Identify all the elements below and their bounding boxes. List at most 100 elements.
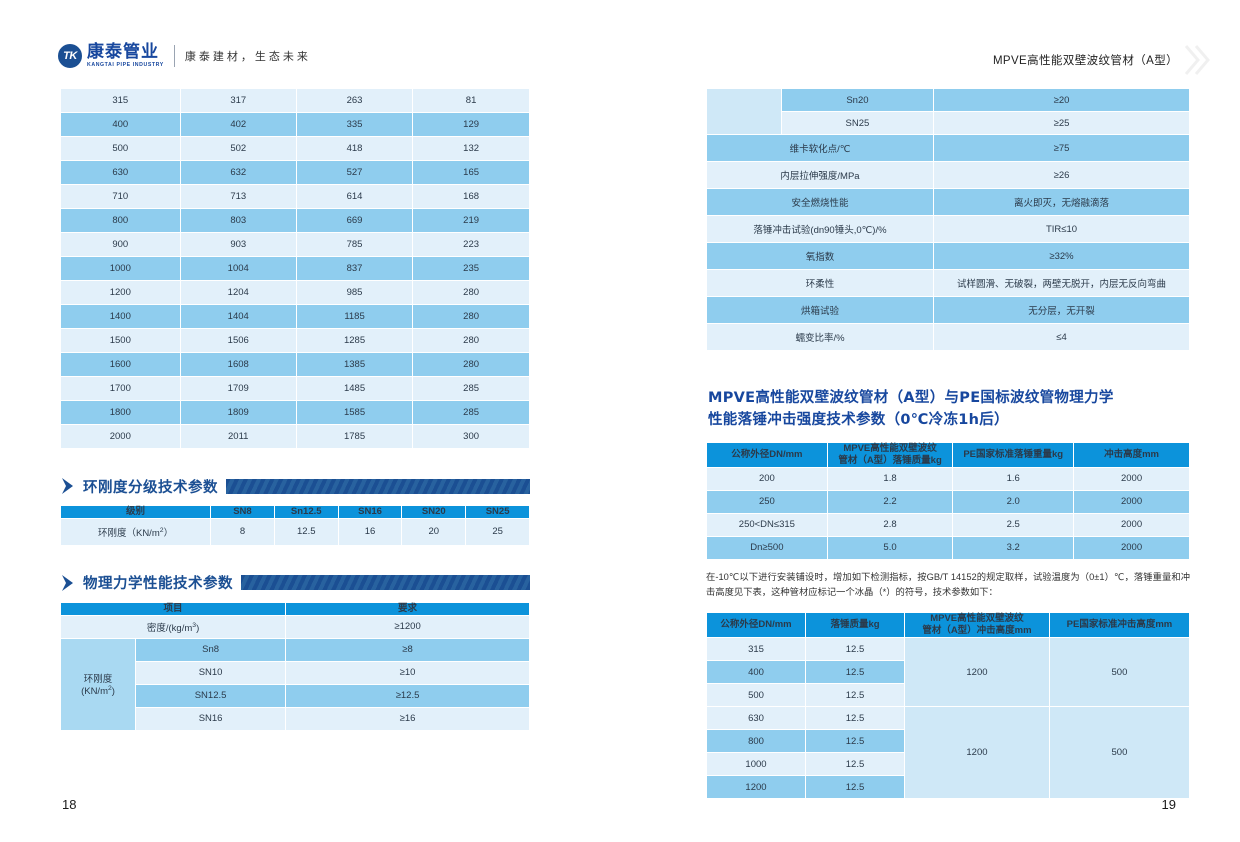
spec-cell: 285 (412, 376, 530, 401)
table-row: 315 317 263 81 (60, 88, 530, 113)
weight-cell: 12.5 (805, 775, 905, 800)
table-row: 维卡软化点/℃ ≥75 (706, 134, 1190, 162)
diameter-cell: 315 (706, 637, 806, 662)
impact-cell: 2000 (1073, 535, 1190, 560)
table-row: SN25 ≥25 (706, 111, 1190, 135)
spec-cell: 263 (295, 88, 414, 113)
spec-cell: 1709 (179, 376, 297, 401)
diameter-cell: 800 (706, 729, 806, 754)
spec-cell: 280 (412, 280, 530, 305)
property-label: 烘箱试验 (706, 296, 934, 324)
pe-height-cell: 500 (1048, 706, 1191, 800)
table-row: 500 502 418 132 (60, 136, 530, 161)
table-row: Dn≥500 5.0 3.2 2000 (706, 535, 1190, 560)
spec-cell: 402 (179, 112, 297, 137)
spec-cell: 900 (60, 232, 181, 257)
impact-cell: 2.8 (826, 512, 954, 537)
table-row: 630 632 527 165 (60, 160, 530, 185)
impact-cell: 3.2 (952, 535, 1075, 560)
weight-cell: 12.5 (805, 660, 905, 685)
property-label: 环柔性 (706, 269, 934, 297)
section-decor-bar (241, 575, 530, 591)
impact-cell: 200 (706, 466, 828, 491)
section-decor-bar (226, 478, 530, 494)
section-heading-impact: MPVE高性能双壁波纹管材（A型）与PE国标波纹管物理力学 性能落锤冲击强度技术… (708, 387, 1190, 432)
property-value: ≥26 (933, 161, 1190, 189)
spec-cell: 235 (412, 256, 530, 281)
table-row: Sn20 ≥20 (706, 88, 1190, 135)
col-header-1: MPVE高性能双壁波纹 管材（A型）落锤质量kg (826, 441, 954, 468)
spec-cell: 1485 (295, 376, 414, 401)
property-value: 无分层，无开裂 (933, 296, 1190, 324)
spec-cell: 1785 (295, 424, 414, 449)
spec-cell: 500 (60, 136, 181, 161)
weight-cell: 12.5 (805, 706, 905, 731)
grade-label: SN16 (135, 706, 287, 731)
impact-cell: Dn≥500 (706, 535, 828, 560)
impact-cell: 1.8 (826, 466, 954, 491)
density-value: ≥1200 (285, 614, 530, 639)
pipe-specification-table: 315 317 263 81 400 402 335 129 500 502 418 132 630 63… (60, 88, 530, 449)
spec-cell: 630 (60, 160, 181, 185)
property-label: 内层拉伸强度/MPa (706, 161, 934, 189)
table-row: 环刚度 (KN/m2) Sn8 ≥8 (59, 637, 530, 731)
col-header-0: 公称外径DN/mm (706, 441, 828, 468)
spec-cell: 317 (179, 88, 297, 113)
impact-cell: 2000 (1073, 466, 1190, 491)
property-label: 维卡软化点/℃ (706, 134, 934, 162)
logo-mark-icon: TK (58, 44, 82, 69)
impact-height-cell: 1200 (904, 706, 1050, 800)
impact-height-cell: 1200 (904, 637, 1050, 708)
grade-requirement: ≥16 (285, 706, 530, 731)
heading-line-2: 性能落锤冲击强度技术参数（0℃冷冻1h后） (708, 412, 1009, 429)
pe-height-cell: 500 (1048, 637, 1191, 708)
company-slogan: 康泰建材，生态未来 (184, 51, 311, 64)
spec-cell: 985 (295, 280, 414, 305)
property-label: Sn20 (780, 88, 935, 112)
physical-mechanical-properties-table: Sn20 ≥20 SN25 ≥25 维卡软化点/℃ ≥75 内层拉伸强度/MPa ≥26 安全燃… (706, 88, 1190, 351)
heading-line-1: MPVE高性能双壁波纹管材（A型）与PE国标波纹管物理力学 (708, 390, 1114, 406)
col-header-3: SN16 (337, 505, 403, 519)
stiffness-value: 20 (401, 517, 467, 546)
table-row: 800 803 669 219 (60, 208, 530, 233)
property-value: 离火即灭，无熔融滴落 (933, 188, 1190, 216)
property-label: 蠕变比率/% (706, 323, 934, 351)
impact-cell: 2.2 (826, 489, 954, 514)
spec-cell: 1004 (179, 256, 297, 281)
col-header-2: Sn12.5 (273, 505, 339, 519)
logo-company-name-cn: 康泰管业 (87, 42, 159, 62)
page-number-left: 18 (62, 797, 77, 812)
col-header-2: PE国家标准落锤重量kg (952, 441, 1075, 468)
col-header-requirement: 要求 (285, 601, 530, 616)
grade-label: SN12.5 (135, 683, 287, 708)
spec-cell: 1700 (60, 376, 181, 401)
spec-cell: 280 (412, 352, 530, 377)
spec-cell: 280 (412, 328, 530, 353)
spec-cell: 502 (179, 136, 297, 161)
col-header-1: SN8 (210, 505, 275, 519)
spec-cell: 168 (412, 184, 530, 209)
diameter-cell: 630 (706, 706, 806, 731)
impact-cell: 1.6 (952, 466, 1075, 491)
table-row: 氧指数 ≥32% (706, 242, 1190, 270)
cold-install-note: 在-10℃以下进行安装铺设时，增加如下检测指标，按GB/T 14152的规定取样… (706, 571, 1190, 598)
table-row: 1200 1204 985 280 (60, 280, 530, 305)
page-title: MPVE高性能双壁波纹管材（A型） (992, 55, 1178, 67)
grade-label: SN10 (135, 660, 287, 685)
spec-cell: 2000 (60, 424, 181, 449)
spec-cell: 223 (412, 232, 530, 257)
spec-cell: 1400 (60, 304, 181, 329)
cold-impact-height-table: 公称外径DN/mm 落锤质量kg MPVE高性能双壁波纹 管材（A型）冲击高度mm PE… (706, 612, 1191, 800)
impact-cell: 2000 (1073, 512, 1190, 537)
spec-cell: 165 (412, 160, 530, 185)
spec-cell: 300 (412, 424, 530, 449)
impact-cell: 2000 (1073, 489, 1190, 514)
table-row: 烘箱试验 无分层，无开裂 (706, 296, 1190, 324)
table-row: SN10 ≥10 (60, 660, 530, 685)
col-header-2: MPVE高性能双壁波纹 管材（A型）冲击高度mm (904, 612, 1050, 639)
left-page-content: 315 317 263 81 400 402 335 129 500 502 418 132 630 63… (59, 88, 530, 731)
table-row: 蠕变比率/% ≤4 (706, 323, 1190, 351)
spec-cell: 418 (295, 136, 414, 161)
section-header-stiffness: 环刚度分级技术参数 (60, 475, 530, 497)
table-row: 630 12.5 1200 500 (706, 706, 1191, 800)
